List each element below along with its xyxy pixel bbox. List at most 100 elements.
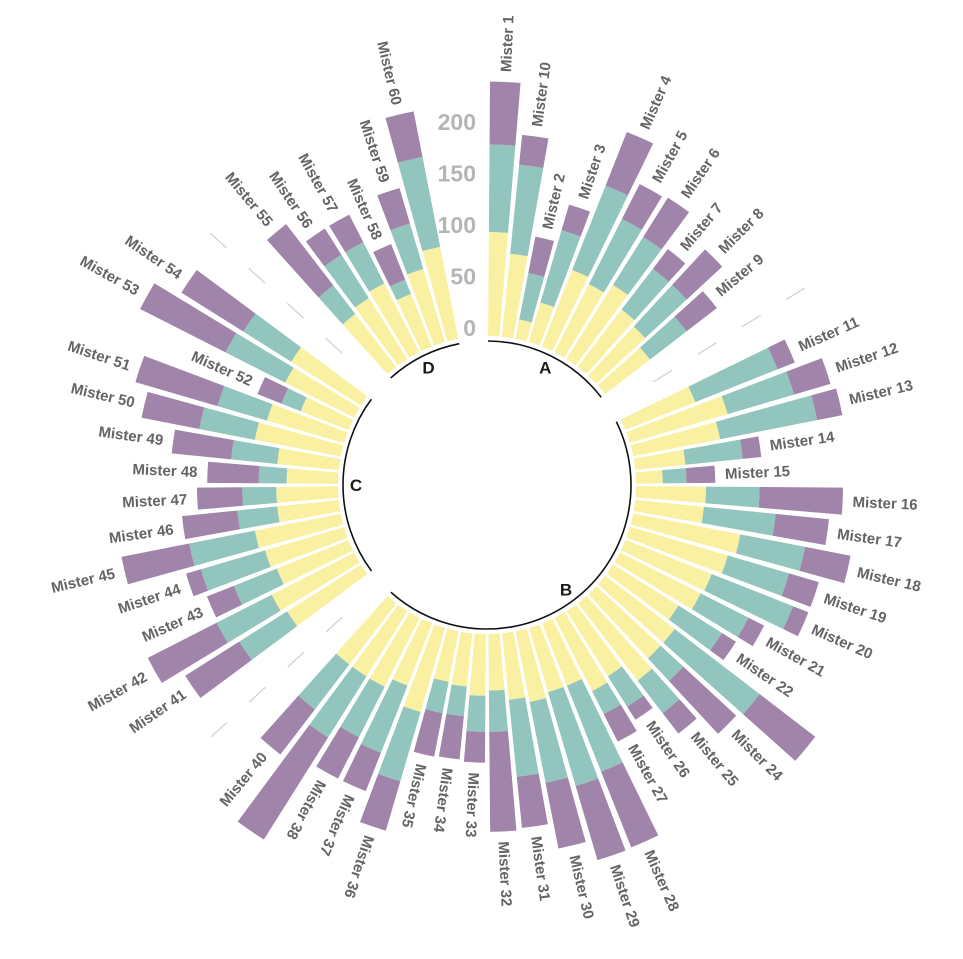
bar-mister-9-segment-outer: [674, 291, 717, 332]
bar-mister-37-segment-middle: [360, 679, 408, 753]
bar-mister-8-segment-inner: [588, 326, 646, 384]
bar-mister-60-segment-inner: [422, 246, 459, 342]
bar-label-mister-53: Mister 53: [77, 253, 142, 299]
bar-mister-17-segment-middle: [701, 506, 776, 536]
bar-mister-8-segment-outer: [672, 249, 723, 300]
bar-label-mister-1: Mister 1: [498, 15, 518, 72]
bar-mister-44-segment-middle: [200, 550, 271, 591]
bar-mister-32-segment-outer: [489, 730, 517, 832]
bar-mister-32-segment-inner: [488, 633, 505, 691]
bar-mister-12-segment-outer: [786, 358, 831, 395]
bar-mister-36-segment-middle: [378, 706, 421, 782]
bar-mister-2-segment-outer: [528, 236, 555, 277]
bar-mister-42-segment-inner: [271, 552, 360, 611]
bar-mister-10-segment-middle: [510, 164, 544, 257]
bar-mister-16-segment-outer: [758, 487, 844, 515]
bar-mister-18-segment-middle: [735, 534, 806, 571]
bar-mister-34-segment-inner: [451, 631, 473, 687]
bar-mister-5-segment-outer: [621, 184, 663, 230]
bar-mister-40-segment-middle: [298, 653, 350, 710]
bar-mister-41-segment-outer: [185, 641, 252, 699]
bar-label-mister-41: Mister 41: [126, 686, 189, 737]
bar-mister-24-segment-middle: [647, 645, 684, 681]
bar-label-mister-28: Mister 28: [640, 848, 682, 914]
bar-mister-30-segment-outer: [545, 777, 586, 849]
bar-mister-59-segment-inner: [407, 268, 445, 346]
bar-mister-27-segment-inner: [554, 612, 608, 692]
bar-mister-13-segment-outer: [811, 388, 843, 421]
bar-mister-26-segment-outer: [627, 695, 653, 720]
bar-mister-51-segment-inner: [266, 404, 348, 444]
bar-mister-36-segment-inner: [403, 624, 446, 713]
bar-mister-40-segment-inner: [336, 596, 397, 665]
bar-mister-5-segment-middle: [588, 218, 642, 293]
bar-label-mister-11: Mister 11: [796, 314, 862, 356]
bar-mister-10-segment-inner: [501, 253, 528, 339]
bar-mister-18-segment-outer: [799, 546, 851, 584]
bar-mister-38-segment-outer: [316, 726, 360, 779]
bar-mister-41-segment-middle: [239, 611, 298, 660]
bar-label-mister-59: Mister 59: [356, 118, 393, 185]
group-arc-C: [342, 398, 373, 572]
bar-mister-54-segment-outer: [181, 270, 256, 332]
bar-mister-2-segment-middle: [519, 273, 545, 323]
bar-label-mister-49: Mister 49: [97, 424, 164, 450]
bar-mister-38-segment-inner: [369, 612, 420, 687]
bar-mister-22-segment-middle: [668, 605, 723, 651]
bar-mister-55-segment-inner: [342, 313, 397, 375]
bar-mister-37-segment-outer: [342, 744, 381, 792]
bar-mister-22-segment-inner: [606, 564, 679, 620]
bar-label-mister-13: Mister 13: [847, 377, 914, 408]
bar-mister-19-segment-outer: [781, 573, 819, 607]
bar-mister-50-segment-outer: [141, 391, 205, 429]
bar-mister-43-segment-outer: [206, 585, 243, 618]
bar-mister-50-segment-middle: [199, 407, 259, 440]
bar-mister-42-segment-outer: [147, 622, 228, 684]
bar-mister-22-segment-outer: [710, 632, 736, 661]
bar-mister-40-segment-outer: [260, 695, 315, 755]
bar-mister-36-segment-outer: [360, 773, 401, 831]
bar-mister-1-segment-outer: [489, 81, 521, 146]
bar-label-mister-30: Mister 30: [565, 853, 596, 920]
bar-mister-47-segment-inner: [276, 486, 339, 503]
bar-mister-27-segment-outer: [603, 704, 637, 742]
bar-mister-45-segment-outer: [121, 543, 195, 585]
bar-mister-48-segment-middle: [258, 466, 288, 484]
bar-mister-50-segment-inner: [254, 422, 344, 457]
bar-label-mister-48: Mister 48: [132, 461, 198, 481]
bar-label-mister-34: Mister 34: [430, 767, 456, 834]
bar-mister-17-segment-outer: [772, 513, 829, 546]
bar-label-mister-4: Mister 4: [637, 73, 676, 132]
bar-label-mister-45: Mister 45: [50, 565, 117, 596]
bar-mister-14-segment-inner: [633, 449, 686, 470]
bar-mister-29-segment-middle: [548, 686, 599, 787]
bar-mister-19-segment-middle: [721, 555, 790, 597]
bar-mister-16-segment-inner: [635, 486, 707, 504]
group-label-C: C: [350, 476, 362, 495]
bar-mister-7-segment-middle: [621, 268, 669, 321]
bar-mister-52-segment-middle: [281, 388, 307, 412]
bar-mister-35-segment-outer: [413, 709, 443, 757]
bar-mister-30-segment-middle: [529, 698, 568, 783]
bar-mister-14-segment-middle: [683, 439, 743, 465]
bar-label-mister-16: Mister 16: [852, 494, 918, 514]
bar-mister-2-segment-inner: [515, 319, 532, 342]
bar-mister-17-segment-inner: [633, 499, 704, 524]
bar-label-mister-33: Mister 33: [462, 772, 482, 838]
bar-mister-27-segment-middle: [592, 682, 621, 715]
bar-mister-58-segment-inner: [396, 293, 432, 352]
bar-mister-6-segment-middle: [613, 236, 662, 295]
bar-mister-16-segment-middle: [705, 486, 760, 508]
group-arc-D: [390, 342, 460, 379]
radial-axis-tick-100: 100: [438, 212, 476, 238]
bar-mister-60-segment-middle: [397, 156, 441, 252]
bar-label-mister-15: Mister 15: [725, 463, 791, 483]
bar-mister-3-segment-inner: [528, 302, 555, 346]
bar-mister-35-segment-inner: [433, 628, 459, 682]
bar-label-mister-10: Mister 10: [529, 61, 555, 128]
bar-mister-23-segment-outer: [743, 694, 816, 761]
bar-mister-34-segment-outer: [438, 713, 464, 760]
bar-mister-54-segment-middle: [243, 313, 302, 362]
bar-mister-44-segment-inner: [265, 527, 348, 567]
